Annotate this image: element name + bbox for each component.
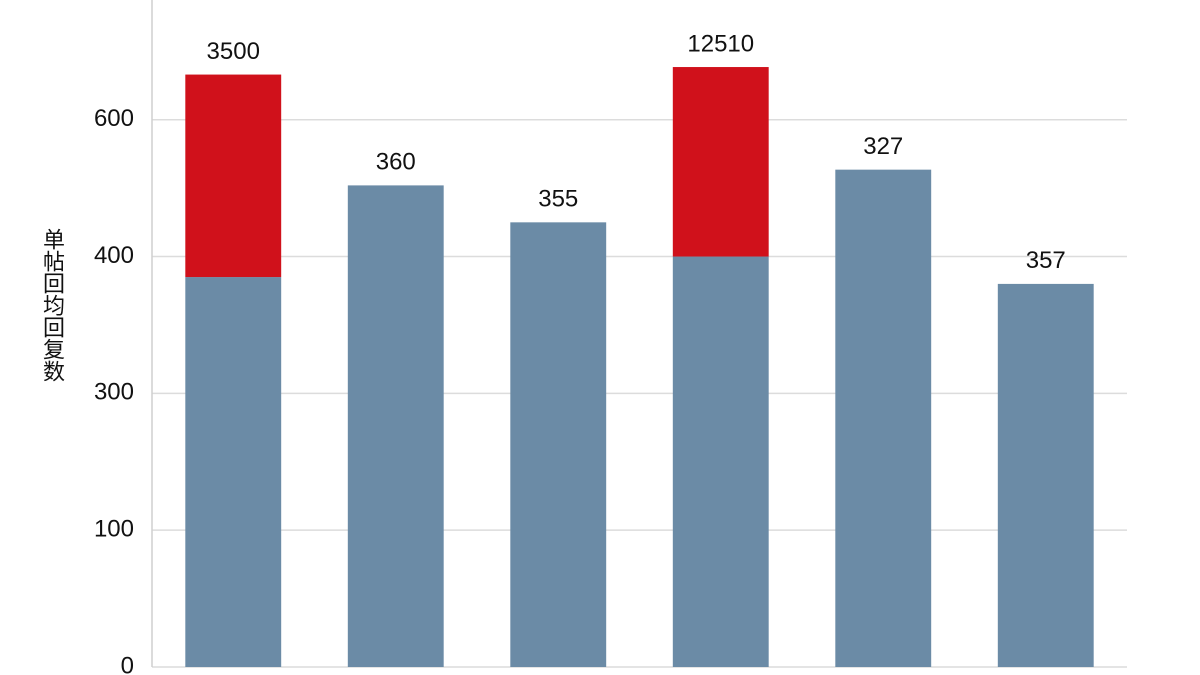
bar (185, 277, 282, 667)
bar (672, 256, 769, 667)
bar (672, 67, 769, 257)
bar-label: 357 (1026, 247, 1066, 274)
bar (510, 222, 607, 668)
bar-label: 327 (863, 133, 903, 160)
bar (347, 185, 444, 668)
y-tick-label: 300 (94, 379, 134, 406)
y-tick-label: 400 (94, 242, 134, 269)
y-tick-label: 600 (94, 105, 134, 132)
bar-label: 12510 (687, 30, 754, 57)
y-tick-label: 0 (121, 652, 134, 675)
y-axis-label: 单帖回均回复数 (40, 228, 65, 382)
bar-label: 3500 (207, 38, 260, 65)
bar (835, 169, 932, 667)
y-tick-label: 100 (94, 516, 134, 543)
bar-label: 360 (376, 149, 416, 176)
bar-label: 355 (538, 186, 578, 213)
bar (185, 74, 282, 278)
bar (997, 283, 1094, 667)
